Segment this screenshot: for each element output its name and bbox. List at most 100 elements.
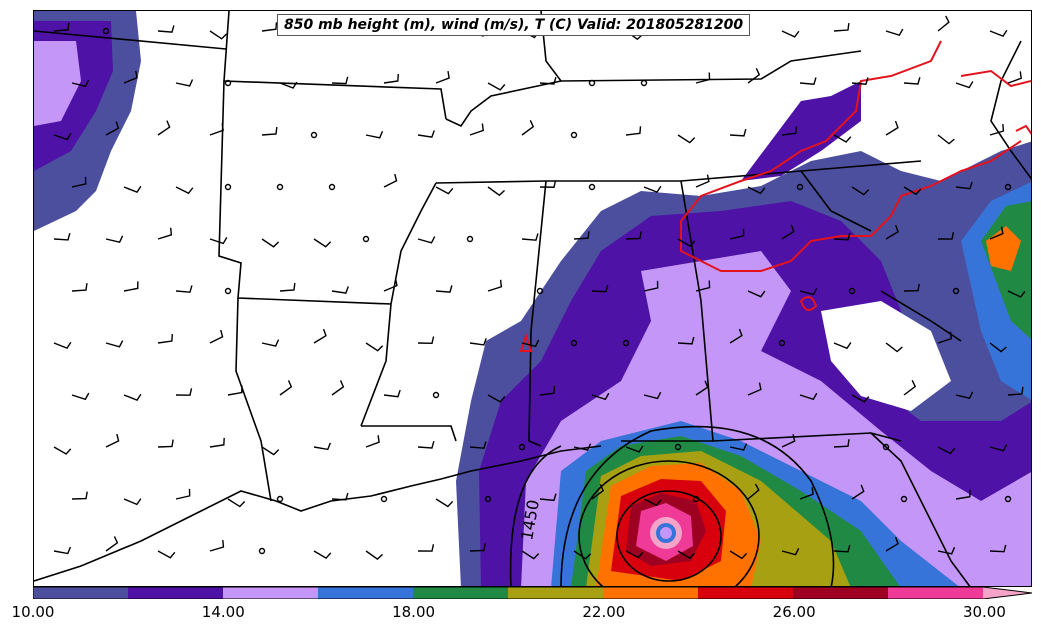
wind-barb	[591, 284, 609, 293]
wind-barb	[53, 233, 71, 241]
colorbar-tick-label: 10.00	[11, 603, 55, 621]
wind-barb	[313, 328, 327, 344]
wind-barb	[417, 130, 435, 138]
calm-wind-marker	[328, 183, 336, 191]
wind-barb	[53, 546, 72, 555]
wind-barb	[261, 446, 280, 456]
wind-barb	[851, 484, 865, 500]
wind-barb	[885, 28, 904, 37]
temp-region-ne-band	[741, 81, 861, 181]
wind-barb	[643, 185, 662, 194]
wind-barb	[53, 446, 72, 455]
wind-barb	[851, 394, 870, 403]
wind-barb	[885, 536, 899, 552]
wind-barb	[53, 133, 72, 141]
wind-barb	[53, 22, 70, 32]
calm-wind-marker	[224, 287, 232, 295]
wind-barb	[729, 550, 748, 560]
wind-barb	[625, 445, 644, 453]
wind-barb	[175, 186, 194, 195]
colorbar-tick-label: 14.00	[201, 603, 245, 621]
wind-barbs	[53, 15, 1026, 561]
wind-barb	[903, 379, 917, 396]
wind-barb	[695, 174, 710, 188]
calm-wind-marker	[362, 235, 370, 243]
wind-barb	[833, 544, 851, 553]
wind-barb	[435, 285, 453, 293]
calm-wind-marker	[536, 287, 544, 295]
wind-barb	[903, 77, 921, 85]
wind-barb	[695, 72, 711, 84]
wind-barb	[157, 439, 174, 448]
wind-barb	[1007, 71, 1022, 84]
wind-barb	[573, 550, 592, 560]
calm-wind-marker	[778, 339, 786, 347]
state-boundaries	[34, 11, 1031, 586]
wind-barb	[53, 341, 72, 349]
calm-wind-marker	[796, 183, 804, 191]
wind-barb	[747, 290, 766, 298]
wind-barb	[937, 232, 955, 240]
colorbar-tick-label: 26.00	[772, 603, 816, 621]
wind-barb	[279, 380, 293, 396]
contour-line	[1015, 124, 1031, 135]
colorbar-segment	[698, 587, 793, 599]
wind-barb	[123, 498, 142, 506]
wind-barb	[747, 186, 766, 195]
wind-barb	[469, 338, 487, 346]
colorbar-segment	[793, 587, 888, 599]
wind-barb	[227, 385, 243, 396]
wind-barb	[157, 25, 175, 33]
wind-barb	[383, 389, 401, 398]
map-panel: 1450	[33, 10, 1032, 587]
calm-wind-marker	[380, 495, 388, 503]
wind-barb	[383, 278, 398, 292]
wind-barb	[365, 435, 380, 448]
wind-barb	[157, 120, 171, 136]
wind-barb	[747, 68, 761, 84]
boundary-line	[235, 297, 272, 502]
wind-barb	[331, 76, 349, 85]
colorbar-segment	[223, 587, 318, 599]
wind-barb	[799, 487, 814, 500]
wind-barb	[937, 547, 956, 555]
wind-barb	[747, 483, 760, 500]
wind-barb	[175, 79, 194, 87]
wind-barb	[487, 279, 503, 292]
wind-barb	[799, 77, 817, 85]
colorbar-segment	[888, 587, 983, 599]
calm-wind-marker	[570, 131, 578, 139]
wind-barb	[261, 126, 278, 136]
wind-barb	[469, 441, 487, 449]
wind-barb	[989, 444, 1008, 452]
calm-wind-marker	[1004, 495, 1012, 503]
wind-barb	[937, 446, 956, 455]
wind-barb	[885, 342, 903, 353]
wind-barb	[955, 81, 974, 89]
wind-barb	[781, 126, 798, 136]
colorbar-segment	[413, 587, 508, 599]
colorbar-tick-label: 30.00	[962, 603, 1006, 621]
height-contour-ring	[616, 490, 722, 582]
wind-barb	[365, 342, 384, 352]
wind-barb	[539, 180, 557, 188]
boundary-line	[445, 80, 562, 128]
wind-barb	[175, 488, 191, 500]
wind-barb	[695, 380, 709, 396]
wind-barb	[1007, 386, 1024, 396]
calm-wind-marker	[466, 235, 474, 243]
wind-barb	[487, 82, 506, 91]
wind-barb	[989, 342, 1007, 353]
wind-barb	[937, 331, 953, 344]
wind-barb	[383, 73, 399, 84]
calm-wind-marker	[310, 131, 318, 139]
wind-barb	[937, 134, 955, 145]
map-svg: 1450	[34, 11, 1031, 586]
boundary-line	[361, 425, 457, 442]
colorbar-tick-label: 22.00	[582, 603, 626, 621]
wind-barb	[937, 15, 950, 32]
wind-barb	[261, 238, 280, 248]
boundary-line	[870, 432, 971, 586]
wind-barb	[955, 489, 971, 500]
colorbar-segment	[508, 587, 603, 599]
